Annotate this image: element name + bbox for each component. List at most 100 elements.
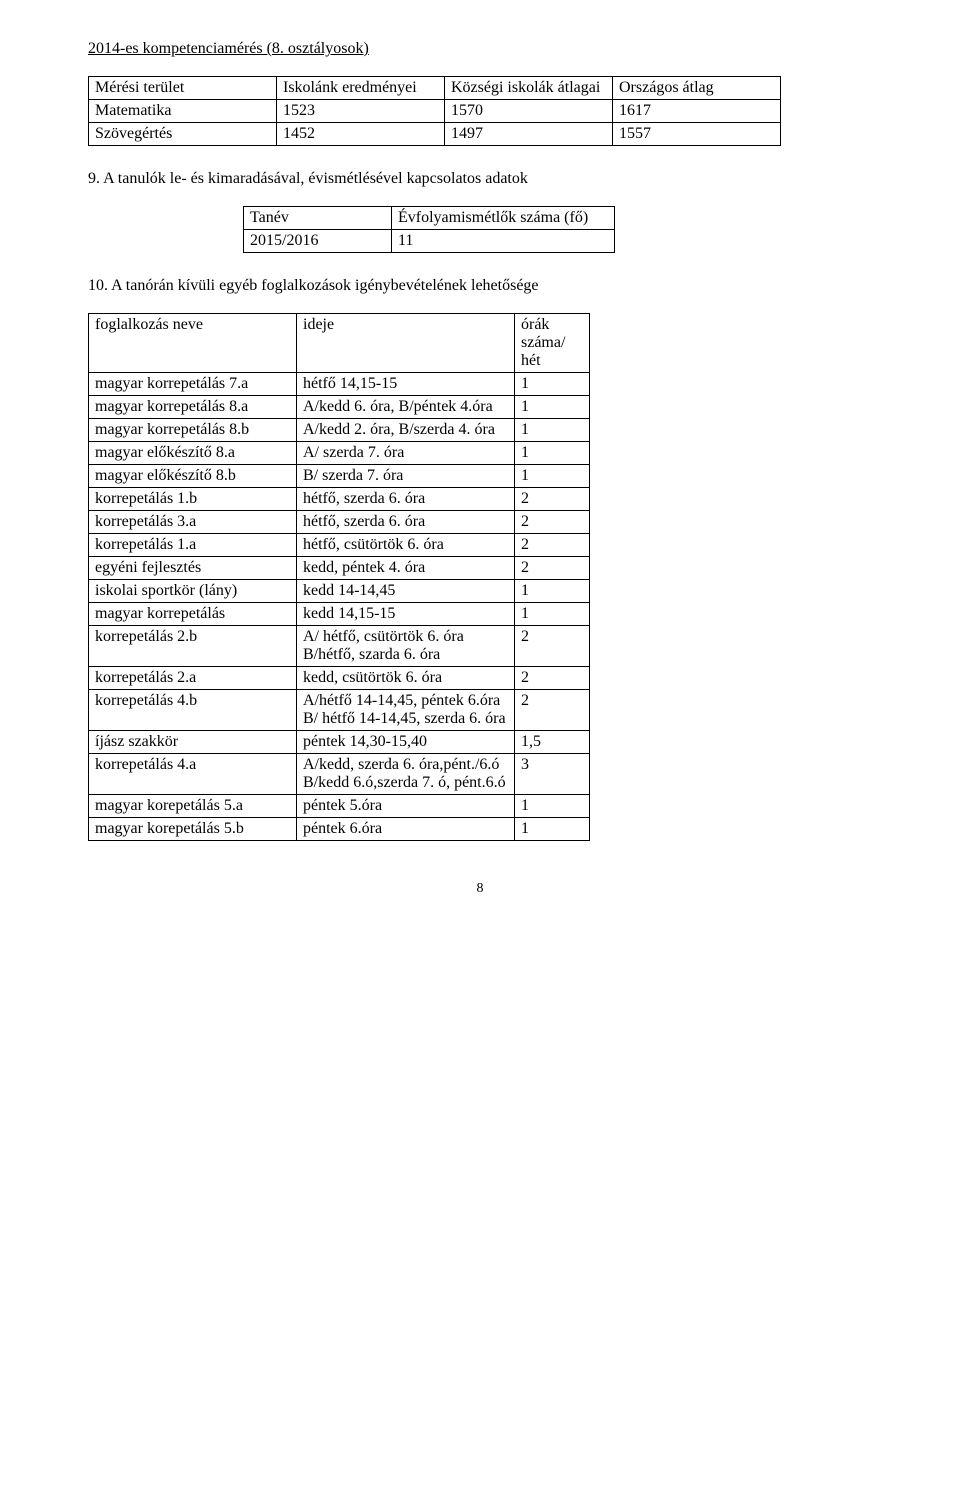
cell: 1617 [613,100,781,123]
th-time: ideje [297,314,515,373]
cell: magyar korepetálás 5.a [89,795,297,818]
cell: péntek 14,30-15,40 [297,731,515,754]
table-row: magyar korrepetálás 7.ahétfő 14,15-151 [89,373,590,396]
cell: 1 [515,465,590,488]
th-activity: foglalkozás neve [89,314,297,373]
cell: 2 [515,626,590,667]
cell: 2 [515,667,590,690]
table-row: Mérési terület Iskolánk eredményei Közsé… [89,77,781,100]
table-row: korrepetálás 2.bA/ hétfő, csütörtök 6. ó… [89,626,590,667]
table-row: korrepetálás 4.bA/hétfő 14-14,45, péntek… [89,690,590,731]
cell: A/ hétfő, csütörtök 6. óra B/hétfő, szar… [297,626,515,667]
cell: 1452 [277,123,445,146]
table-row: magyar korepetálás 5.bpéntek 6.óra1 [89,818,590,841]
table-row: korrepetálás 3.ahétfő, szerda 6. óra2 [89,511,590,534]
th-national: Országos átlag [613,77,781,100]
cell: korrepetálás 4.a [89,754,297,795]
page-title: 2014-es kompetenciamérés (8. osztályosok… [88,40,872,58]
cell: kedd 14-14,45 [297,580,515,603]
cell: 1523 [277,100,445,123]
cell: 2 [515,690,590,731]
table-row: korrepetálás 2.akedd, csütörtök 6. óra2 [89,667,590,690]
cell: korrepetálás 4.b [89,690,297,731]
cell: 1557 [613,123,781,146]
cell: 1 [515,818,590,841]
cell: Szövegértés [89,123,277,146]
table-row: íjász szakkörpéntek 14,30-15,401,5 [89,731,590,754]
th-year: Tanév [244,207,392,230]
table-row: egyéni fejlesztéskedd, péntek 4. óra2 [89,557,590,580]
cell: A/ szerda 7. óra [297,442,515,465]
cell: magyar előkészítő 8.b [89,465,297,488]
cell: B/ szerda 7. óra [297,465,515,488]
cell: íjász szakkör [89,731,297,754]
table-row: korrepetálás 4.aA/kedd, szerda 6. óra,pé… [89,754,590,795]
table-row: magyar korrepetálás 8.aA/kedd 6. óra, B/… [89,396,590,419]
cell: péntek 5.óra [297,795,515,818]
cell: hétfő, csütörtök 6. óra [297,534,515,557]
table-row: 2015/2016 11 [244,230,615,253]
cell: 2 [515,511,590,534]
th-area: Mérési terület [89,77,277,100]
table-row: iskolai sportkör (lány)kedd 14-14,451 [89,580,590,603]
table-row: magyar előkészítő 8.aA/ szerda 7. óra1 [89,442,590,465]
cell: 3 [515,754,590,795]
th-hours: órák száma/ hét [515,314,590,373]
cell: magyar korrepetálás 7.a [89,373,297,396]
cell: A/hétfő 14-14,45, péntek 6.óra B/ hétfő … [297,690,515,731]
table-row: Tanév Évfolyamismétlők száma (fő) [244,207,615,230]
cell: korrepetálás 2.a [89,667,297,690]
cell: kedd, péntek 4. óra [297,557,515,580]
cell: 1570 [445,100,613,123]
cell: 2 [515,534,590,557]
table-row: Szövegértés 1452 1497 1557 [89,123,781,146]
cell: A/kedd, szerda 6. óra,pént./6.ó B/kedd 6… [297,754,515,795]
cell: korrepetálás 1.a [89,534,297,557]
cell: korrepetálás 1.b [89,488,297,511]
cell: 1 [515,396,590,419]
th-school: Iskolánk eredményei [277,77,445,100]
section-9-heading: 9. A tanulók le- és kimaradásával, évism… [88,170,872,188]
table-row: magyar előkészítő 8.bB/ szerda 7. óra1 [89,465,590,488]
cell: 1 [515,373,590,396]
section-10-heading: 10. A tanórán kívüli egyéb foglalkozások… [88,277,872,295]
table-row: korrepetálás 1.ahétfő, csütörtök 6. óra2 [89,534,590,557]
cell: Matematika [89,100,277,123]
cell: 2 [515,557,590,580]
activities-table: foglalkozás neve ideje órák száma/ hét m… [88,313,590,841]
cell: A/kedd 6. óra, B/péntek 4.óra [297,396,515,419]
competence-table: Mérési terület Iskolánk eredményei Közsé… [88,76,781,146]
table-row: Matematika 1523 1570 1617 [89,100,781,123]
cell: 1 [515,603,590,626]
table-row: magyar korrepetáláskedd 14,15-151 [89,603,590,626]
cell: magyar korrepetálás 8.a [89,396,297,419]
table-row: foglalkozás neve ideje órák száma/ hét [89,314,590,373]
cell: 1 [515,419,590,442]
cell: magyar korrepetálás 8.b [89,419,297,442]
page-number: 8 [88,881,872,897]
th-repeaters: Évfolyamismétlők száma (fő) [392,207,615,230]
table-row: magyar korrepetálás 8.bA/kedd 2. óra, B/… [89,419,590,442]
cell: korrepetálás 2.b [89,626,297,667]
table-row: korrepetálás 1.bhétfő, szerda 6. óra2 [89,488,590,511]
cell: 2015/2016 [244,230,392,253]
cell: iskolai sportkör (lány) [89,580,297,603]
cell: 1497 [445,123,613,146]
cell: korrepetálás 3.a [89,511,297,534]
table-row: magyar korepetálás 5.apéntek 5.óra1 [89,795,590,818]
cell: magyar előkészítő 8.a [89,442,297,465]
cell: A/kedd 2. óra, B/szerda 4. óra [297,419,515,442]
cell: magyar korrepetálás [89,603,297,626]
cell: hétfő, szerda 6. óra [297,511,515,534]
cell: 2 [515,488,590,511]
cell: egyéni fejlesztés [89,557,297,580]
cell: kedd, csütörtök 6. óra [297,667,515,690]
cell: magyar korepetálás 5.b [89,818,297,841]
cell: 1 [515,580,590,603]
dropout-table: Tanév Évfolyamismétlők száma (fő) 2015/2… [243,206,615,253]
th-village: Községi iskolák átlagai [445,77,613,100]
cell: hétfő, szerda 6. óra [297,488,515,511]
cell: péntek 6.óra [297,818,515,841]
cell: 1 [515,795,590,818]
cell: 11 [392,230,615,253]
